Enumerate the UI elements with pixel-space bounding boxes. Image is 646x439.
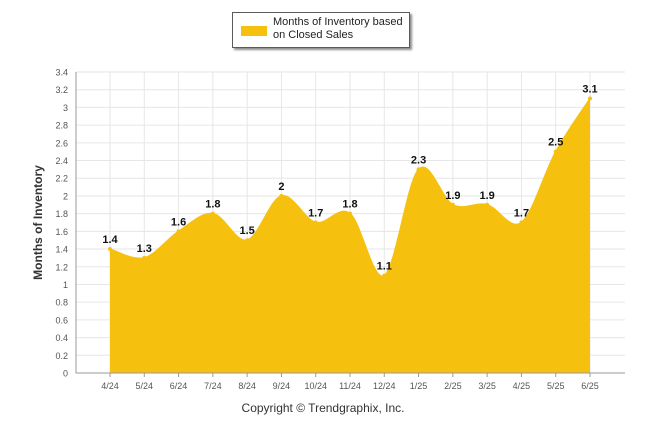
data-point	[588, 96, 592, 101]
data-label: 1.8	[205, 199, 220, 211]
data-label: 1.6	[171, 216, 186, 228]
data-label: 1.7	[514, 208, 529, 220]
x-tick-label: 11/24	[339, 381, 361, 391]
data-point	[142, 255, 147, 260]
x-tick-label: 7/24	[204, 381, 222, 391]
x-tick-label: 6/25	[581, 381, 599, 391]
y-tick-label: 1.2	[55, 262, 68, 272]
x-tick-label: 5/25	[547, 381, 565, 391]
x-tick-label: 2/25	[444, 381, 462, 391]
area-series-line	[109, 98, 591, 277]
data-point	[176, 229, 181, 234]
data-point	[210, 211, 215, 216]
data-label: 1.8	[342, 199, 357, 211]
y-tick-label: 0.8	[55, 298, 68, 308]
y-tick-label: 1.8	[55, 209, 68, 219]
data-label: 3.1	[582, 84, 597, 96]
data-label: 1.4	[102, 234, 118, 246]
legend: Months of Inventory based on Closed Sale…	[232, 12, 410, 48]
legend-swatch	[241, 26, 267, 36]
data-point	[416, 167, 421, 172]
legend-label: Months of Inventory based on Closed Sale…	[273, 16, 403, 41]
y-tick-label: 1.6	[55, 227, 68, 237]
data-point	[245, 238, 250, 243]
x-tick-label: 3/25	[478, 381, 496, 391]
y-tick-label: 3.2	[55, 85, 68, 95]
copyright-footer: Copyright © Trendgraphix, Inc.	[241, 401, 405, 415]
data-point	[313, 220, 318, 225]
data-point	[450, 202, 455, 207]
x-tick-label: 1/25	[410, 381, 428, 391]
x-tick-label: 12/24	[373, 381, 396, 391]
y-tick-label: 0	[63, 369, 68, 379]
data-label: 1.9	[479, 190, 494, 202]
data-point	[108, 247, 112, 252]
data-label: 2.5	[548, 137, 563, 149]
x-tick-label: 4/25	[513, 381, 531, 391]
area-series	[110, 98, 590, 373]
y-tick-label: 1.4	[55, 245, 68, 255]
data-label: 1.1	[377, 261, 392, 273]
x-tick-label: 4/24	[101, 381, 119, 391]
data-label: 1.3	[137, 243, 152, 255]
y-axis-title: Months of Inventory	[31, 165, 45, 280]
data-point	[279, 193, 284, 198]
data-label: 2	[278, 181, 284, 193]
data-label: 1.7	[308, 208, 323, 220]
y-tick-label: 2.2	[55, 174, 68, 184]
data-label: 1.5	[239, 225, 254, 237]
y-tick-label: 1	[63, 280, 68, 290]
data-point	[348, 211, 352, 216]
y-tick-label: 2.4	[55, 156, 68, 166]
y-tick-label: 2.8	[55, 121, 68, 131]
data-point	[382, 273, 387, 278]
x-tick-label: 8/24	[238, 381, 256, 391]
y-tick-label: 0.4	[55, 333, 68, 343]
y-tick-label: 0.6	[55, 315, 68, 325]
y-tick-label: 2.6	[55, 138, 68, 148]
data-label: 1.9	[445, 190, 460, 202]
y-tick-label: 0.2	[55, 351, 68, 361]
x-tick-label: 5/24	[136, 381, 154, 391]
x-tick-label: 10/24	[304, 381, 327, 391]
y-tick-label: 3.4	[55, 68, 68, 78]
data-point	[485, 202, 490, 207]
x-tick-label: 9/24	[273, 381, 291, 391]
data-point	[553, 149, 558, 154]
data-point	[519, 220, 524, 225]
y-tick-label: 3	[63, 103, 68, 113]
x-tick-label: 6/24	[170, 381, 188, 391]
y-tick-label: 2	[63, 191, 68, 201]
data-label: 2.3	[411, 154, 426, 166]
